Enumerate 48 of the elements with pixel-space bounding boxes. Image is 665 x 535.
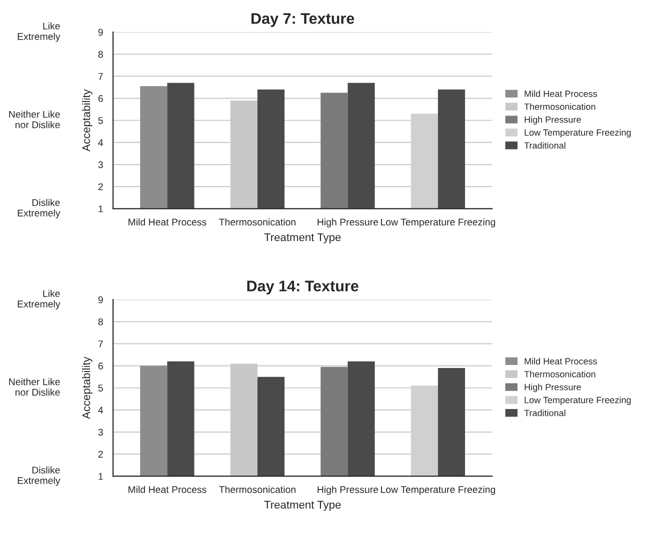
x-tick-label: Low Temperature Freezing [381,486,496,495]
y-tick-label: 9 [98,28,103,36]
category-label: Mild Heat Process [524,358,597,364]
y-tick-label: 8 [98,50,103,58]
y-tick-label: 1 [98,205,103,212]
y-tick-label: 5 [98,117,103,124]
x-axis-title: Treatment Type [264,500,341,511]
x-tick-label: High Pressure [318,218,378,228]
x-tick-label: Mild Heat Process [128,218,206,226]
text: Dislike Extremely [18,466,60,486]
text: Like Extremely [18,290,60,310]
x-tick-label: Thermosonication [219,218,296,226]
text: Like Extremely [18,22,60,42]
chart-title: Day 7: Texture [252,13,354,27]
category-label: Low Temperature Freezing [524,396,631,406]
text: Dislike Extremely [18,198,60,218]
y-tick-label: 7 [98,73,103,80]
category-label: Thermosonication [524,103,596,110]
x-tick-label: Low Temperature Freezing [381,218,496,228]
legend-label: Traditional [524,142,566,149]
y-tick-label: 9 [98,296,103,304]
y-tick-label: 1 [98,472,103,480]
x-tick-label: Mild Heat Process [128,486,206,494]
y-tick-label: 6 [98,362,103,370]
category-label: High Pressure [524,116,581,125]
x-tick-label: Thermosonication [219,486,296,494]
y-tick-label: 8 [98,318,103,326]
x-tick-label: High Pressure [318,486,378,495]
y-tick-label: 5 [98,384,103,392]
chart-title: Day 14: Texture [247,280,358,294]
x-axis-title: Treatment Type [264,233,341,244]
y-tick-label: 2 [98,450,103,458]
y-tick-label: 6 [98,95,103,102]
y-axis-title: Acceptability [82,89,92,152]
y-tick-label: 2 [98,183,103,190]
y-tick-label: 4 [98,406,104,414]
y-tick-label: 4 [98,139,104,146]
text: Neither Like nor Dislike [9,378,60,396]
category-label: Low Temperature Freezing [524,129,631,138]
y-tick-label: 3 [98,428,103,436]
y-axis-title: Acceptability [82,356,92,420]
category-label: Mild Heat Process [524,90,597,97]
legend-label: Traditional [524,410,566,416]
category-label: Thermosonication [524,370,596,378]
text: Neither Like nor Dislike [9,110,60,128]
y-tick-label: 7 [98,340,103,348]
category-label: High Pressure [524,384,581,392]
y-tick-label: 3 [98,161,103,168]
